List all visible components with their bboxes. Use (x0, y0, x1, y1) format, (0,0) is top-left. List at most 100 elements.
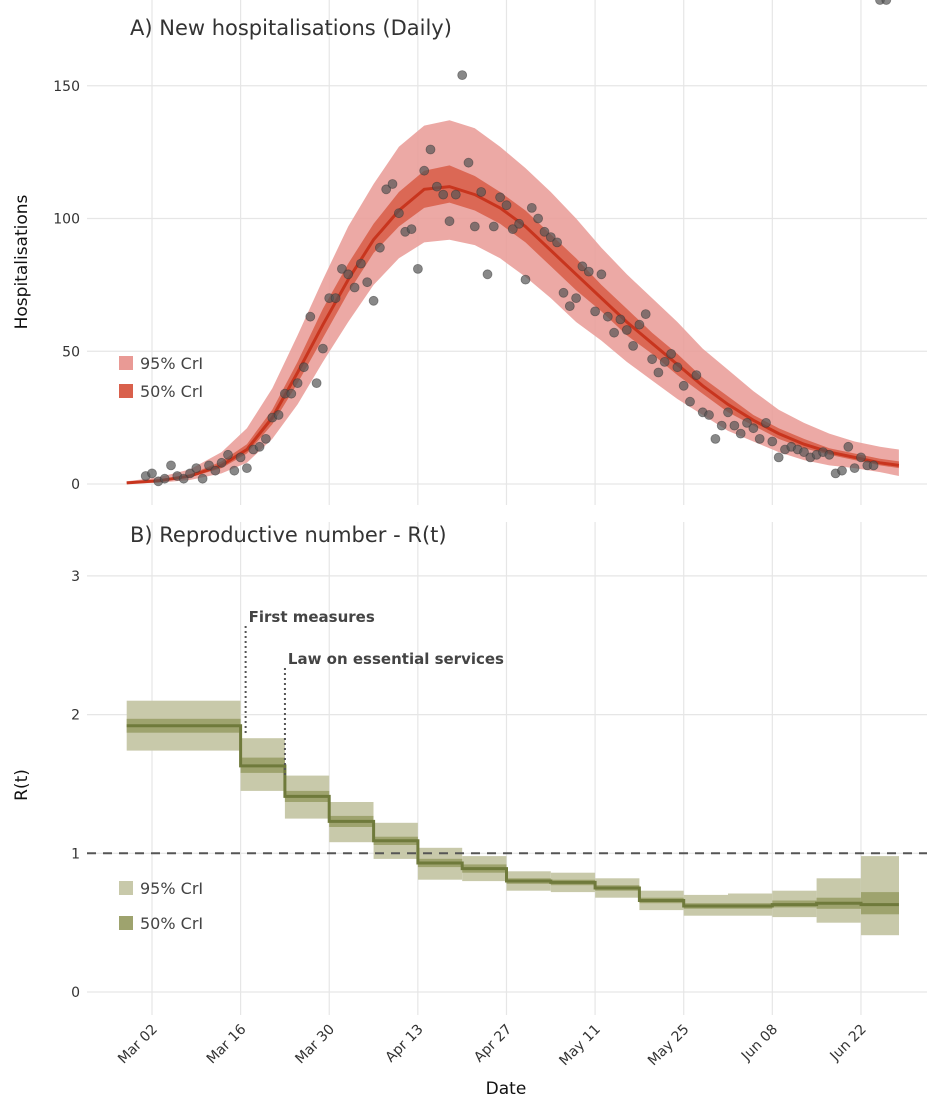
observed-point (748, 423, 759, 434)
panel-a-legend: 95% CrI 50% CrI (119, 354, 203, 401)
observed-point (210, 465, 221, 476)
observed-point (311, 378, 322, 389)
observed-point (691, 370, 702, 381)
observed-point (305, 311, 316, 322)
observed-point (216, 457, 227, 468)
observed-point (640, 309, 651, 320)
observed-point (166, 460, 176, 471)
y-tick-label-2: 2 (71, 708, 80, 724)
annotation-label: First measures (249, 608, 375, 626)
panel-a-grid (87, 0, 927, 505)
observed-point (273, 410, 284, 420)
observed-point (704, 410, 714, 420)
observed-point (729, 420, 740, 431)
observed-point (223, 449, 233, 460)
y-tick-label-3: 150 (53, 79, 80, 95)
observed-point (520, 274, 531, 285)
observed-point (837, 465, 847, 476)
observed-point (463, 157, 474, 168)
observed-point (406, 224, 417, 235)
observed-point (526, 202, 537, 213)
x-axis-title: Date (486, 1079, 527, 1099)
observed-point (362, 277, 373, 288)
observed-point (204, 460, 214, 471)
observed-point (609, 327, 619, 338)
observed-point (545, 232, 556, 243)
panel-a: 0 50 100 150 A) New hospitalisations (Daily… (12, 0, 927, 505)
observed-point (596, 269, 607, 280)
panel-b-grid (87, 522, 927, 1015)
observed-point (292, 378, 303, 389)
observed-point (457, 70, 468, 80)
observed-point (191, 463, 202, 474)
observed-point (355, 258, 366, 269)
observed-point (482, 269, 493, 280)
observed-point (178, 473, 189, 484)
annotation-label: Law on essential services (288, 650, 504, 668)
legend-swatch-95 (119, 356, 133, 370)
observed-point (590, 306, 600, 317)
observed-point (628, 340, 638, 351)
observed-point (533, 213, 543, 224)
observed-point (298, 362, 309, 373)
observed-point (754, 433, 765, 444)
observed-point (564, 301, 575, 312)
observed-point (412, 263, 423, 274)
observed-point (235, 452, 246, 463)
panel-b-median-line (126, 724, 899, 908)
observed-point (330, 293, 341, 304)
observed-point (343, 269, 354, 280)
observed-point (286, 388, 297, 399)
observed-point (767, 436, 778, 447)
observed-point (742, 417, 752, 428)
legend-label-50: 50% CrI (140, 914, 203, 933)
observed-point (773, 452, 784, 463)
legend-label-50: 50% CrI (140, 382, 203, 401)
observed-point (159, 473, 170, 484)
observed-point (577, 261, 588, 272)
observed-point (849, 463, 860, 474)
y-tick-label-0: 0 (71, 985, 80, 1001)
observed-point (539, 226, 550, 237)
observed-point (799, 447, 809, 458)
observed-point (260, 433, 271, 444)
observed-point (349, 282, 360, 293)
median-step-line (126, 724, 899, 908)
observed-point (425, 144, 436, 155)
observed-point (393, 208, 404, 219)
observed-point (672, 362, 683, 373)
observed-point (583, 266, 594, 277)
legend-swatch-95 (119, 881, 133, 895)
observed-point (735, 428, 746, 439)
observed-point (488, 221, 499, 232)
panel-b-y-axis-title: R(t) (12, 769, 32, 801)
observed-point (147, 468, 157, 479)
observed-point (197, 473, 208, 484)
observed-point (469, 221, 480, 232)
observed-point (381, 184, 392, 195)
observed-point (336, 263, 347, 274)
observed-point (507, 224, 518, 235)
observed-point (615, 314, 626, 325)
observed-point (685, 396, 695, 407)
observed-point (856, 452, 866, 463)
observed-point (621, 325, 632, 335)
observed-point (647, 354, 657, 365)
legend-swatch-50 (119, 384, 133, 398)
legend-swatch-50 (119, 916, 133, 930)
observed-point (374, 242, 385, 253)
observed-point (558, 287, 569, 298)
panel-b-title: B) Reproductive number - R(t) (130, 523, 447, 547)
observed-point (868, 460, 879, 471)
observed-point (387, 179, 398, 189)
panel-b-annotations: First measures Law on essential services (244, 608, 504, 776)
panel-a-title: A) New hospitalisations (Daily) (130, 16, 452, 40)
panel-b-legend: 95% CrI 50% CrI (119, 879, 203, 933)
panel-a-observed-points (140, 0, 892, 487)
legend-label-95: 95% CrI (140, 879, 203, 898)
observed-point (185, 468, 195, 479)
observed-point (438, 189, 449, 200)
observed-point (634, 319, 645, 330)
